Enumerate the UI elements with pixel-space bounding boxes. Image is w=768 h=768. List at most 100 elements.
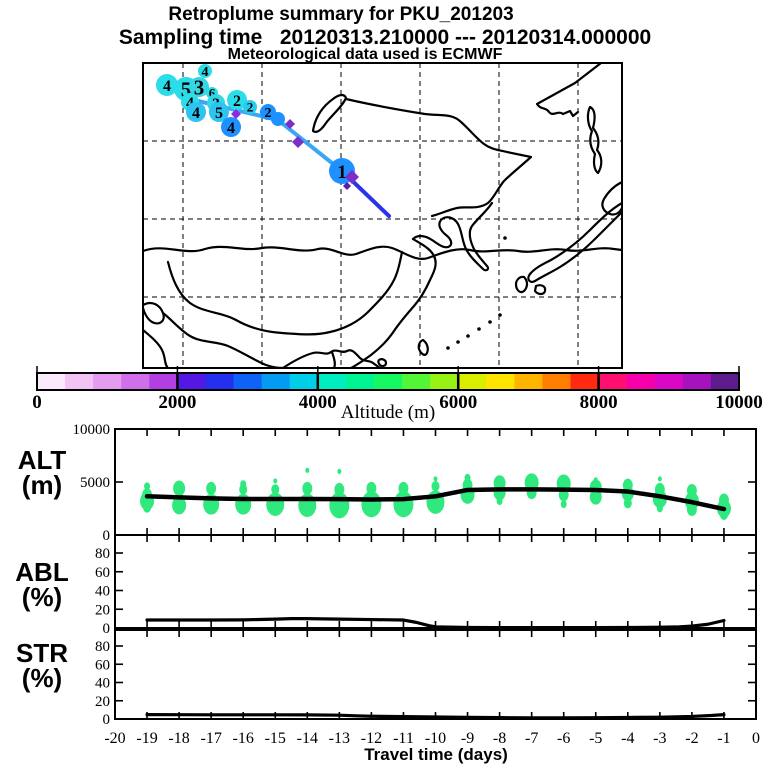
alt-panel-label-unit: (m) [21,470,63,500]
coastline-okhotsk [535,63,603,118]
particle-cluster-blob [433,476,438,482]
lake-baikal [311,93,348,133]
x-tick-label: -14 [297,730,318,747]
border-himalaya [161,311,285,368]
colorbar-segment [93,373,122,390]
particle-cluster-blob [144,482,151,491]
cluster-number-label: 4 [202,65,209,80]
colorbar-segment [570,373,600,390]
cluster-number-label: 5 [181,78,192,102]
str-y-tick-label: 0 [103,712,111,728]
colorbar-segment [289,373,319,390]
x-axis-label: Travel time (days) [364,745,508,764]
cluster-number-label: 4 [186,95,194,112]
alt-y-tick-label: 10000 [73,422,111,438]
abl-line [145,617,726,630]
cluster-marker [221,117,241,137]
coastline-kyushu [514,275,529,294]
abl-panel-label: ABL (%) [10,557,74,610]
colorbar: 0 2000 4000 6000 8000 10000 [32,366,763,413]
colorbar-segment [626,373,656,390]
cluster-number-label: 4 [192,105,200,122]
cluster-number-label: 4 [163,78,171,95]
x-tick-label: -13 [329,730,350,747]
abl-panel-label-name: ABL [15,557,69,587]
particle-cluster-blob [329,492,350,519]
abl-y-tick-label: 40 [95,584,110,600]
x-tick-label: -5 [589,730,602,747]
panel-frame [114,629,757,720]
particle-cluster-blob [589,489,602,505]
figure-title: Retroplume summary for PKU_201203 [168,4,514,25]
particle-cluster-blob [560,500,567,509]
cluster-marker [189,77,209,97]
x-tick-label: -11 [393,730,414,747]
cluster-marker-diamond [292,136,304,148]
colorbar-segment [177,373,206,390]
cluster-marker-diamond [343,182,351,190]
border-central-asia [143,301,165,325]
coastline-taiwan [417,338,429,356]
coastline-se-asia [281,349,382,368]
map-frame [142,62,623,369]
colorbar-segment [149,373,178,390]
particle-cluster-blob [398,481,409,495]
x-tick-label: -15 [265,730,286,747]
cluster-marker-diamond [345,170,359,184]
coastline-layer [143,63,622,368]
str-y-tick-label: 60 [95,657,110,673]
abl-y-tick-label: 20 [95,602,110,618]
cluster-marker [271,112,285,126]
particle-cluster-blob [524,473,539,492]
str-panel-label-unit: (%) [21,663,63,693]
colorbar-segment [486,373,515,390]
x-tick-label: -17 [200,730,221,747]
map-gridlines [143,63,622,368]
particle-cluster-blob [431,481,440,492]
cluster-marker [227,90,247,110]
x-tick-label: -9 [461,730,474,747]
coastline-hokkaido [601,180,622,216]
str-y-tick-label: 20 [95,694,110,710]
met-data-subtitle: Meteorological data used is ECMWF [227,46,503,63]
x-tick-label: -6 [557,730,570,747]
colorbar-tick-label: 8000 [580,392,618,413]
cluster-marker [243,100,257,114]
particle-cluster-blob [334,482,345,496]
cluster-number-label: 4 [227,120,235,137]
coastline-honshu [527,201,622,283]
colorbar-segment [261,373,291,390]
timeseries-panels [114,428,757,720]
x-tick-label: -20 [104,730,125,747]
colorbar-segment [430,373,459,390]
colorbar-segment [542,373,572,390]
str-line [145,713,726,720]
colorbar-tick-label: 0 [32,392,42,413]
alt-panel-label-name: ALT [17,445,67,475]
particle-cluster-blob [266,492,285,516]
x-tick-label: -19 [136,730,157,747]
colorbar-axis-label: Altitude (m) [340,402,436,423]
cluster-number-label: 1 [337,162,347,183]
cluster-number-label: 2 [265,106,272,121]
colorbar-tick-label: 4000 [299,392,337,413]
str-panel-label-name: STR [16,638,68,668]
colorbar-segment [233,373,263,390]
particle-cluster-blob [656,504,663,513]
x-tick-label: -16 [233,730,254,747]
particle-cluster-blob [686,503,697,517]
border-india-west [143,328,170,368]
particle-cluster-blob [273,478,278,484]
colorbar-segment [654,373,684,390]
colorbar-segment [205,373,235,390]
particle-cluster-blob [305,467,310,473]
colorbar-segment [317,373,347,390]
colorbar-tick-label: 2000 [158,392,196,413]
particle-cluster-blob [173,480,186,497]
colorbar-segment [458,373,487,390]
cluster-marker [156,74,178,96]
sampling-time-subtitle: Sampling time 20120313.210000 --- 201203… [118,26,652,49]
colorbar-frame [36,372,740,391]
